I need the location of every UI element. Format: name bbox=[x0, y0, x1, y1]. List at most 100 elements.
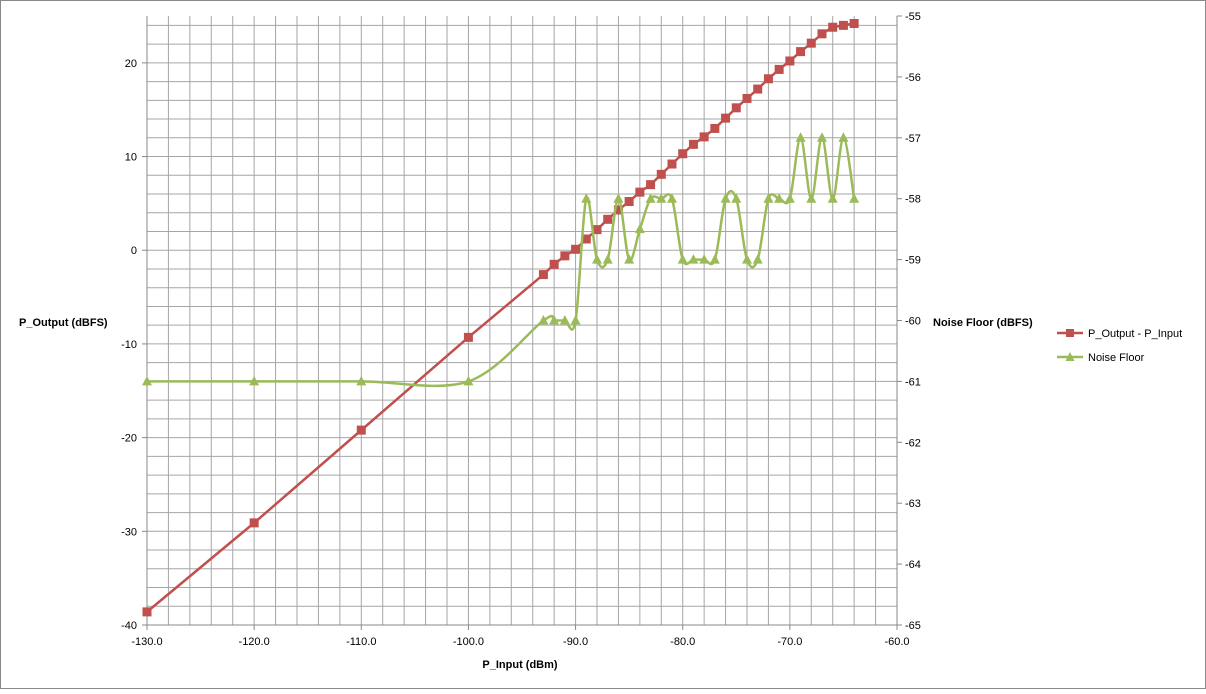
axes: -130.0 -120.0 -110.0 -100.0 -90.0 -80.0 -70.0 -… bbox=[121, 11, 921, 648]
y-tick-label: 10 bbox=[125, 152, 137, 164]
y-axis-title: P_Output (dBFS) bbox=[19, 317, 108, 329]
data-point-noise-floor bbox=[667, 193, 677, 203]
data-point-p-output-p-input bbox=[753, 84, 763, 94]
data-point-p-output-p-input bbox=[656, 169, 666, 179]
y2-tick-label: -59 bbox=[905, 255, 921, 267]
series-p-output-p-input bbox=[142, 18, 859, 617]
data-point-p-output-p-input bbox=[796, 47, 806, 57]
series-noise-floor bbox=[142, 132, 860, 388]
data-point-p-output-p-input bbox=[538, 270, 548, 280]
data-point-noise-floor bbox=[613, 193, 624, 203]
data-point-noise-floor bbox=[570, 315, 581, 325]
y-tick-label: 0 bbox=[131, 245, 137, 257]
data-point-noise-floor bbox=[356, 375, 367, 386]
y2-tick-label: -55 bbox=[905, 11, 921, 23]
y-tick-label: -30 bbox=[121, 526, 137, 538]
legend-item-p-output: P_Output - P_Input bbox=[1057, 328, 1182, 340]
data-point-noise-floor bbox=[538, 315, 549, 325]
x-tick-label: -60.0 bbox=[884, 636, 909, 648]
data-point-p-output-p-input bbox=[635, 187, 645, 197]
data-point-noise-floor bbox=[645, 193, 656, 203]
y-tick-label: 20 bbox=[125, 58, 137, 70]
data-point-p-output-p-input bbox=[763, 74, 773, 84]
y2-tick-label: -65 bbox=[905, 620, 921, 632]
data-point-p-output-p-input bbox=[774, 64, 784, 74]
series-line-p-output-p-input bbox=[146, 22, 855, 613]
data-point-noise-floor bbox=[827, 193, 838, 203]
x-tick-label: -70.0 bbox=[777, 636, 802, 648]
data-point-p-output-p-input bbox=[828, 22, 838, 32]
data-point-noise-floor bbox=[806, 193, 817, 203]
data-point-p-output-p-input bbox=[613, 205, 623, 215]
legend-item-noise-floor: Noise Floor bbox=[1057, 352, 1145, 364]
data-point-p-output-p-input bbox=[356, 425, 366, 435]
x-tick-label: -120.0 bbox=[239, 636, 270, 648]
data-point-p-output-p-input bbox=[249, 518, 259, 528]
data-point-p-output-p-input bbox=[549, 259, 559, 269]
data-point-p-output-p-input bbox=[142, 607, 152, 617]
data-point-p-output-p-input bbox=[710, 123, 720, 133]
data-point-p-output-p-input bbox=[806, 38, 816, 48]
data-point-noise-floor bbox=[742, 254, 752, 264]
data-point-noise-floor bbox=[699, 254, 710, 264]
x-tick-label: -90.0 bbox=[563, 636, 588, 648]
y2-tick-label: -61 bbox=[905, 376, 921, 388]
x-tick-label: -130.0 bbox=[131, 636, 162, 648]
data-point-noise-floor bbox=[656, 193, 667, 203]
x-tick-label: -80.0 bbox=[670, 636, 695, 648]
data-point-p-output-p-input bbox=[463, 332, 473, 342]
y2-tick-label: -60 bbox=[905, 316, 921, 328]
data-point-p-output-p-input bbox=[571, 244, 581, 254]
data-point-p-output-p-input bbox=[592, 225, 602, 235]
data-point-noise-floor bbox=[677, 254, 688, 264]
data-point-noise-floor bbox=[849, 193, 860, 203]
data-point-p-output-p-input bbox=[699, 132, 709, 142]
data-point-noise-floor bbox=[559, 315, 570, 325]
data-point-noise-floor bbox=[763, 193, 774, 203]
y-tick-label: -40 bbox=[121, 620, 137, 632]
x-tick-label: -110.0 bbox=[346, 636, 376, 648]
data-point-p-output-p-input bbox=[742, 93, 752, 103]
data-point-p-output-p-input bbox=[849, 18, 859, 28]
data-point-p-output-p-input bbox=[721, 113, 731, 123]
data-point-noise-floor bbox=[838, 132, 849, 142]
data-point-noise-floor bbox=[774, 193, 785, 203]
data-point-noise-floor bbox=[720, 193, 731, 203]
data-point-noise-floor bbox=[731, 193, 742, 203]
x-tick-label: -100.0 bbox=[453, 636, 484, 648]
data-point-p-output-p-input bbox=[560, 251, 570, 261]
legend-label-noise-floor: Noise Floor bbox=[1088, 352, 1145, 364]
data-point-noise-floor bbox=[784, 193, 795, 203]
data-point-noise-floor bbox=[581, 193, 592, 203]
data-point-noise-floor bbox=[752, 254, 763, 264]
data-point-p-output-p-input bbox=[785, 56, 795, 66]
y2-tick-label: -63 bbox=[905, 498, 921, 510]
data-point-noise-floor bbox=[634, 223, 645, 234]
y2-tick-label: -62 bbox=[905, 437, 921, 449]
data-point-p-output-p-input bbox=[624, 197, 634, 207]
y-tick-label: -20 bbox=[121, 433, 137, 445]
data-point-noise-floor bbox=[817, 132, 827, 142]
data-point-noise-floor bbox=[688, 254, 699, 264]
data-point-noise-floor bbox=[463, 375, 474, 386]
legend-label-p-output: P_Output - P_Input bbox=[1088, 328, 1182, 340]
data-point-noise-floor bbox=[602, 254, 613, 264]
data-point-p-output-p-input bbox=[667, 159, 677, 169]
y2-tick-label: -58 bbox=[905, 194, 921, 206]
y2-axis-title: Noise Floor (dBFS) bbox=[933, 317, 1033, 329]
data-point-noise-floor bbox=[709, 254, 720, 264]
data-point-p-output-p-input bbox=[581, 234, 591, 244]
data-point-p-output-p-input bbox=[603, 214, 613, 224]
data-point-noise-floor bbox=[249, 375, 260, 386]
data-point-noise-floor bbox=[624, 254, 635, 264]
data-point-noise-floor bbox=[795, 132, 806, 142]
data-point-p-output-p-input bbox=[731, 103, 741, 113]
x-axis-title: P_Input (dBm) bbox=[482, 659, 557, 671]
data-point-p-output-p-input bbox=[817, 29, 827, 39]
y-tick-label: -10 bbox=[121, 339, 137, 351]
data-point-noise-floor bbox=[592, 254, 602, 264]
data-point-noise-floor bbox=[142, 375, 152, 386]
